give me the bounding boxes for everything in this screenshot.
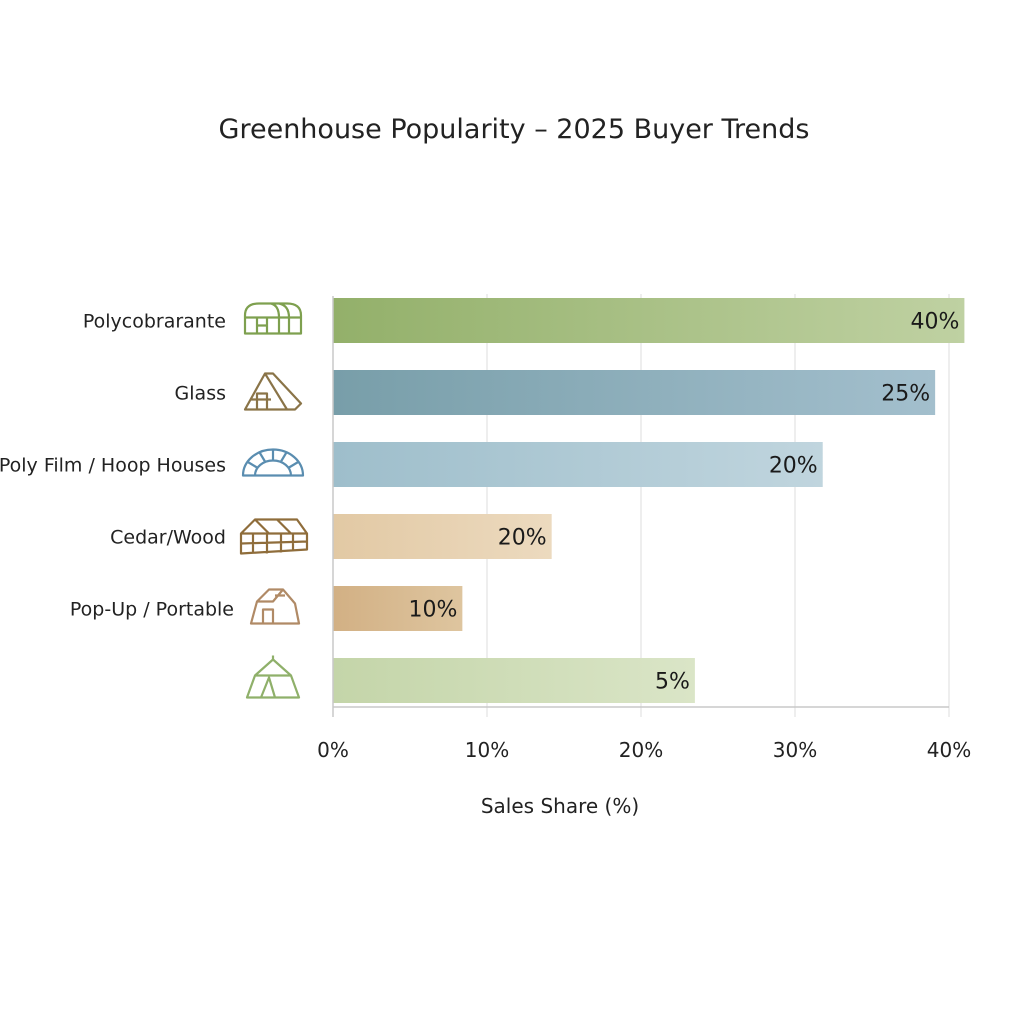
- category-label: Pop-Up / Portable: [70, 599, 234, 621]
- bar: [333, 298, 965, 343]
- data-label: 40%: [910, 310, 959, 335]
- bar: [333, 442, 823, 487]
- hoop-house-icon: [241, 448, 305, 477]
- x-tick-label: 20%: [619, 738, 663, 762]
- data-label: 20%: [769, 454, 818, 479]
- category-label: Polycobrarante: [83, 311, 226, 333]
- category-label: Poly Film / Hoop Houses: [0, 455, 226, 477]
- polycarbonate-greenhouse-icon: [243, 302, 303, 335]
- x-tick-label: 10%: [465, 738, 509, 762]
- data-label: 5%: [655, 670, 690, 695]
- data-label: 10%: [408, 598, 457, 623]
- data-label: 20%: [498, 526, 547, 551]
- x-tick-label: 40%: [927, 738, 971, 762]
- bar: [333, 370, 936, 415]
- x-tick-label: 30%: [773, 738, 817, 762]
- a-frame-glass-greenhouse-icon: [243, 372, 303, 411]
- category-label: Cedar/Wood: [110, 527, 226, 549]
- x-tick-label: 0%: [317, 738, 349, 762]
- bar: [333, 658, 695, 703]
- portable-greenhouse-icon: [249, 588, 301, 625]
- x-axis-label: Sales Share (%): [481, 794, 639, 818]
- data-label: 25%: [881, 382, 930, 407]
- bar: [333, 586, 463, 631]
- bar: [333, 514, 552, 559]
- tent-greenhouse-icon: [245, 655, 301, 699]
- category-label: Glass: [175, 383, 226, 405]
- wood-greenhouse-icon: [239, 518, 309, 555]
- chart-title: Greenhouse Popularity – 2025 Buyer Trend…: [219, 114, 810, 145]
